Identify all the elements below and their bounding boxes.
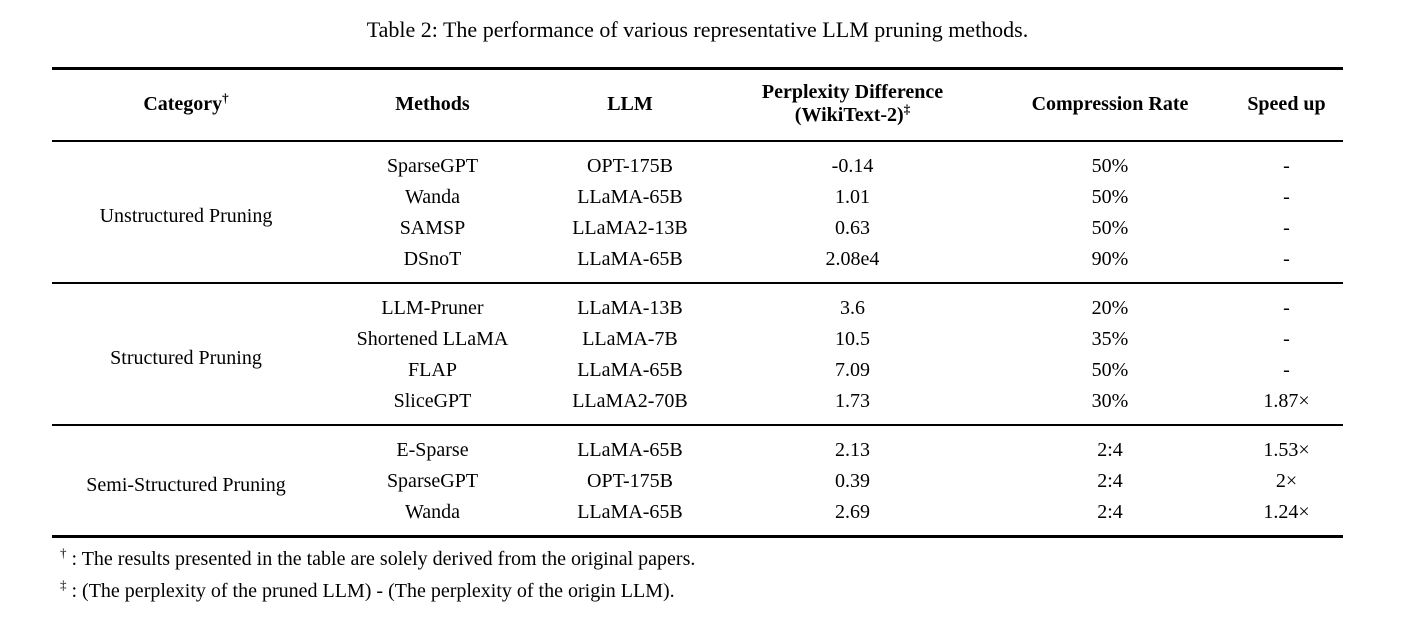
dagger-mark: † [222,89,229,105]
compression-cell: 50% [1091,358,1129,381]
table-header: Category† Methods LLM Perplexity Differe… [52,69,1343,142]
table-row: DSnoT LLaMA-65B 2.08e4 90% - [52,243,1343,283]
perplexity-cell: 2.08e4 [825,247,880,270]
col-header-category: Category† [52,69,320,142]
perplexity-cell: 3.6 [840,296,865,319]
table-row: SparseGPT OPT-175B 0.39 2:4 2× [52,465,1343,496]
compression-cell: 50% [1091,154,1129,177]
perplexity-cell: 2.69 [835,500,870,523]
compression-cell: 2:4 [1097,469,1123,492]
table-row: Unstructured Pruning SparseGPT OPT-175B -0.… [52,141,1343,227]
llm-cell: LLaMA-65B [577,358,683,381]
category-cell: Unstructured Pruning [99,205,273,227]
perplexity-cell: 10.5 [835,327,870,350]
double-dagger-symbol: ‡ [60,577,67,593]
speedup-cell: - [1283,154,1290,177]
table-row: SliceGPT LLaMA2-70B 1.73 30% 1.87× [52,385,1343,425]
method-cell: SparseGPT [386,154,479,177]
method-cell: SliceGPT [393,389,472,412]
category-cell: Structured Pruning [110,347,262,369]
compression-cell: 20% [1091,296,1129,319]
method-cell: SAMSP [399,216,466,239]
llm-cell: LLaMA-65B [577,247,683,270]
table-group-2: Semi-Structured Pruning E-Sparse LLaMA-65B… [52,425,1343,537]
header-row: Category† Methods LLM Perplexity Differe… [52,69,1343,142]
perplexity-cell: 1.73 [835,389,870,412]
footnotes: †: The results presented in the table ar… [52,545,1343,603]
llm-cell: LLaMA-7B [582,327,678,350]
perplexity-cell: 7.09 [835,358,870,381]
speedup-cell: 1.87× [1263,389,1310,412]
compression-cell: 50% [1091,216,1129,239]
perplexity-cell: 0.39 [835,469,870,492]
category-header-label: Category [143,92,223,115]
compression-cell: 2:4 [1097,438,1123,461]
compression-cell: 90% [1091,247,1129,270]
compression-cell: 2:4 [1097,500,1123,523]
footnote-dagger: †: The results presented in the table ar… [60,545,1343,571]
perplexity-cell: 1.01 [835,185,870,208]
speedup-cell: - [1283,327,1290,350]
table-caption: Table 2: The performance of various repr… [366,17,1029,42]
method-cell: Shortened LLaMA [356,327,509,350]
category-cell: Semi-Structured Pruning [86,473,286,496]
col-header-speedup: Speed up [1247,92,1326,115]
method-cell: FLAP [408,358,457,381]
table-row: SAMSP LLaMA2-13B 0.63 50% - [52,212,1343,243]
compression-cell: 30% [1091,389,1129,412]
table-group-0: Unstructured Pruning SparseGPT OPT-175B -0.… [52,141,1343,283]
perplexity-cell: 2.13 [835,438,870,461]
llm-cell: LLaMA2-70B [572,389,688,412]
col-header-perplexity: Perplexity Difference (WikiText-2)‡ [715,69,990,142]
speedup-cell: 1.53× [1263,438,1310,461]
speedup-cell: - [1283,216,1290,239]
double-dagger-mark: ‡ [903,101,911,117]
table-row: Wanda LLaMA-65B 2.69 2:4 1.24× [52,496,1343,537]
pruning-methods-table: Category† Methods LLM Perplexity Differe… [52,67,1343,538]
llm-cell: LLaMA-13B [577,296,683,319]
footnote-double-dagger-text: : (The perplexity of the pruned LLM) - (… [71,580,675,602]
llm-cell: OPT-175B [587,154,673,177]
perplexity-cell: -0.14 [831,154,874,177]
perplexity-header-line1: Perplexity Difference [761,81,944,103]
table-row: Shortened LLaMA LLaMA-7B 10.5 35% - [52,323,1343,354]
speedup-cell: - [1283,185,1290,208]
table-block: Table 2: The performance of various repr… [52,0,1343,603]
llm-cell: LLaMA-65B [577,438,683,461]
table-row: FLAP LLaMA-65B 7.09 50% - [52,354,1343,385]
table-group-1: Structured Pruning LLM-Pruner LLaMA-13B 3.6… [52,283,1343,425]
compression-cell: 50% [1091,185,1129,208]
perplexity-cell: 0.63 [835,216,870,239]
method-cell: LLM-Pruner [381,296,484,319]
table-row: Wanda LLaMA-65B 1.01 50% - [52,181,1343,212]
table-row: Structured Pruning LLM-Pruner LLaMA-13B 3.6… [52,283,1343,369]
speedup-cell: - [1283,247,1290,270]
method-cell: Wanda [404,500,461,523]
col-header-llm: LLM [607,92,653,115]
footnote-dagger-text: : The results presented in the table are… [71,548,696,570]
footnote-double-dagger: ‡: (The perplexity of the pruned LLM) - … [60,577,1343,603]
speedup-cell: 2× [1275,469,1298,492]
method-cell: SparseGPT [386,469,479,492]
llm-cell: LLaMA-65B [577,185,683,208]
llm-cell: LLaMA2-13B [572,216,688,239]
speedup-cell: - [1283,358,1290,381]
speedup-cell: - [1283,296,1290,319]
perplexity-header-line2: (WikiText-2)‡ [715,101,990,127]
speedup-cell: 1.24× [1263,500,1310,523]
llm-cell: LLaMA-65B [577,500,683,523]
method-cell: DSnoT [403,247,462,270]
dagger-symbol: † [60,545,67,561]
col-header-methods: Methods [395,92,470,115]
col-header-compression: Compression Rate [1031,92,1189,115]
method-cell: E-Sparse [396,438,469,461]
perplexity-dataset-label: (WikiText-2) [794,104,904,126]
llm-cell: OPT-175B [587,469,673,492]
compression-cell: 35% [1091,327,1129,350]
method-cell: Wanda [404,185,461,208]
table-row: Semi-Structured Pruning E-Sparse LLaMA-65B… [52,425,1343,495]
